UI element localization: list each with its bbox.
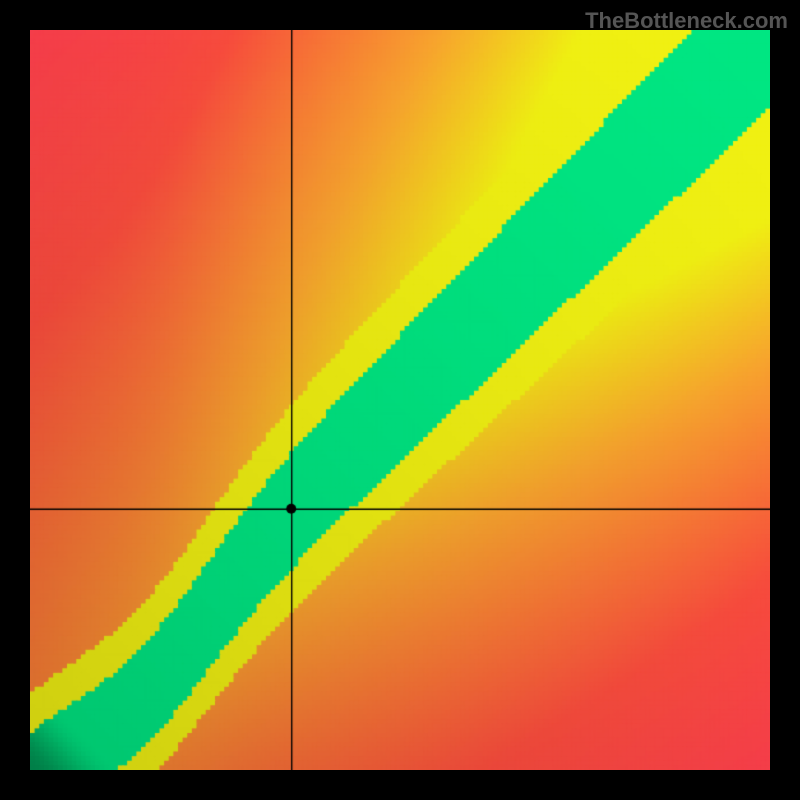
heatmap-canvas [30, 30, 770, 770]
chart-container: TheBottleneck.com [0, 0, 800, 800]
heatmap-plot [30, 30, 770, 770]
